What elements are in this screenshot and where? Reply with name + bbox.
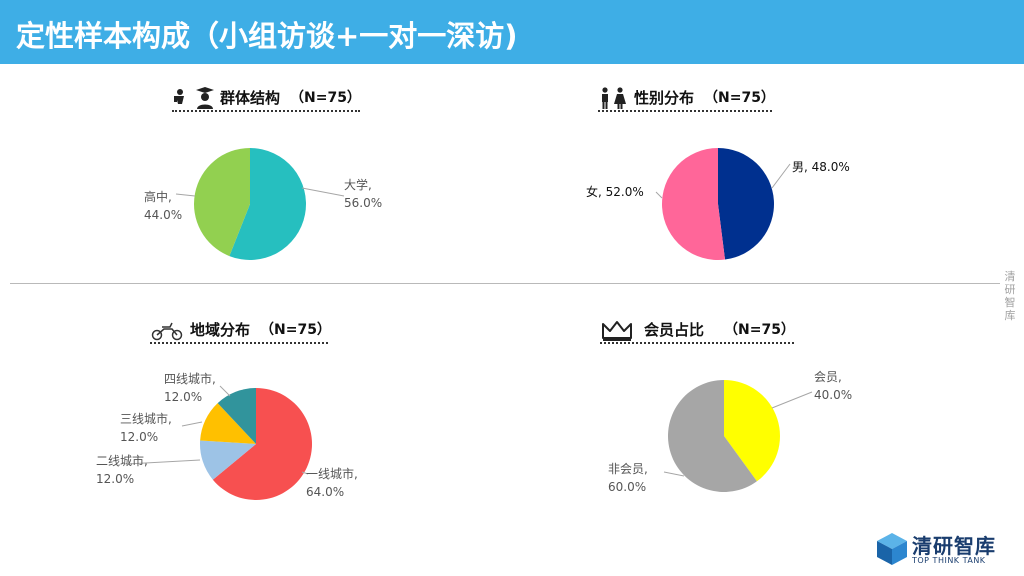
pie-chart-group — [175, 148, 345, 260]
slice-label-university: 大学, 56.0% — [344, 178, 383, 210]
leader-line — [771, 163, 791, 189]
student-graduate-icon — [174, 87, 214, 109]
slice-tier2 — [200, 440, 256, 480]
slice-male — [718, 148, 775, 260]
man-woman-icon — [602, 87, 626, 109]
slice-nonmember — [668, 380, 757, 492]
header-bar: 定性样本构成（小组访谈+一对一深访) — [0, 0, 1024, 64]
slice-label-female: 女, 52.0% — [586, 185, 644, 199]
panel-title-gender: 性别分布 — [634, 89, 695, 107]
slice-label-highschool: 高中, 44.0% — [144, 190, 183, 222]
panel-n-gender: （N=75） — [704, 90, 775, 106]
leader-line — [301, 471, 309, 475]
leader-line — [175, 193, 196, 197]
cube-logo-icon — [877, 533, 907, 565]
panel-n-member: （N=75） — [724, 322, 795, 338]
slice-label-tier1: 一线城市, 64.0% — [306, 467, 358, 499]
pie-chart-region — [125, 385, 312, 500]
slice-member — [724, 380, 780, 482]
panel-header-gender: 性别分布 （N=75） — [598, 86, 775, 112]
crown-icon — [602, 321, 632, 341]
pie-chart-member — [663, 380, 813, 492]
slice-tier3 — [200, 403, 256, 444]
leader-line — [771, 391, 813, 409]
panel-n-region: （N=75） — [260, 322, 331, 338]
slice-female — [662, 148, 726, 260]
logo-subtitle: TOP THINK TANK — [912, 556, 986, 565]
panel-header-group: 群体结构 （N=75） — [172, 86, 361, 112]
slice-label-male: 男, 48.0% — [792, 160, 850, 174]
leader-line — [655, 191, 663, 199]
panel-title-member: 会员占比 — [644, 321, 705, 339]
slice-highschool — [193, 148, 250, 257]
panel-header-region: 地域分布 （N=75） — [150, 318, 331, 344]
slice-label-tier2: 二线城市, 12.0% — [96, 454, 148, 486]
panel-header-member: 会员占比 （N=75） — [600, 318, 795, 344]
slice-label-member: 会员, 40.0% — [814, 370, 853, 402]
pie-chart-gender — [655, 148, 791, 260]
brand-logo: 清研智库 TOP THINK TANK — [876, 530, 1016, 570]
leader-line — [181, 421, 203, 427]
leader-line — [219, 385, 231, 397]
panel-title-group: 群体结构 — [220, 89, 281, 107]
leader-line — [663, 471, 685, 477]
slice-university — [229, 148, 306, 260]
panel-title-region: 地域分布 — [190, 321, 251, 339]
side-watermark: 清研智库 — [1004, 270, 1016, 322]
slice-label-tier4: 四线城市, 12.0% — [164, 372, 216, 404]
divider — [10, 283, 1000, 284]
slice-label-nonmember: 非会员, 60.0% — [608, 462, 648, 494]
logo-name: 清研智库 — [912, 534, 996, 558]
panel-n-group: （N=75） — [290, 90, 361, 106]
slice-label-tier3: 三线城市, 12.0% — [120, 412, 172, 444]
leader-line — [125, 459, 201, 465]
slice-tier1 — [212, 388, 312, 500]
motorbike-icon — [151, 322, 183, 341]
slice-tier4 — [217, 388, 256, 444]
page-title: 定性样本构成（小组访谈+一对一深访) — [16, 19, 518, 53]
leader-line — [301, 187, 345, 197]
